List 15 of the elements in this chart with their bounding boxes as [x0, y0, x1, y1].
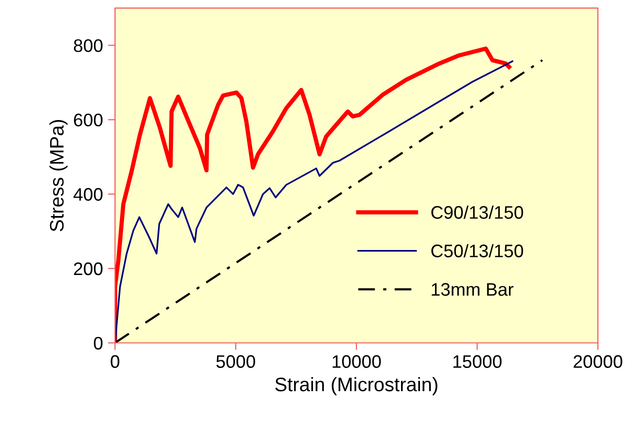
legend-label: C50/13/150 [431, 244, 524, 258]
y-tick-label: 200 [74, 262, 103, 276]
y-tick-label: 0 [94, 336, 103, 350]
legend-label: 13mm Bar [432, 283, 514, 296]
x-axis-title: Strain (Microstrain) [275, 377, 438, 396]
x-tick-label: 15000 [453, 355, 502, 368]
legend-label: C90/13/150 [431, 206, 524, 219]
x-tick-label: 10000 [332, 355, 381, 368]
y-axis-title: Stress (MPa) [49, 120, 68, 232]
y-tick-label: 600 [74, 114, 103, 126]
y-tick-label: 400 [74, 188, 103, 201]
y-tick-label: 800 [74, 39, 103, 52]
x-tick-label: 0 [110, 355, 120, 368]
x-tick-label: 20000 [574, 355, 622, 368]
x-tick-label: 5000 [216, 355, 256, 368]
